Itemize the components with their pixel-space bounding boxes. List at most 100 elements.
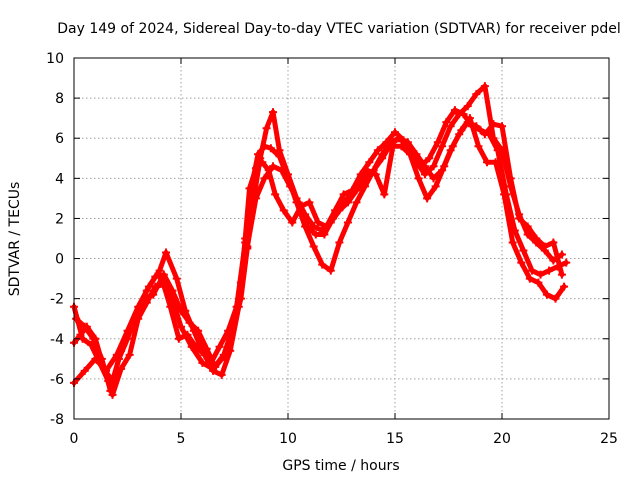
- data-point: [189, 326, 198, 335]
- data-point: [72, 314, 81, 323]
- data-point: [489, 120, 498, 129]
- data-point: [525, 274, 534, 283]
- data-point: [472, 90, 481, 99]
- data-point: [534, 278, 543, 287]
- y-tick-label: -4: [50, 332, 64, 348]
- data-point: [403, 138, 412, 147]
- data-point: [457, 126, 466, 135]
- data-point: [425, 154, 434, 163]
- data-point: [388, 142, 397, 151]
- data-point: [311, 230, 320, 239]
- data-point: [500, 190, 509, 199]
- data-point: [562, 258, 571, 267]
- data-point: [271, 190, 280, 199]
- data-point: [361, 182, 370, 191]
- data-point: [224, 326, 233, 335]
- data-point: [542, 290, 551, 299]
- data-point: [429, 174, 438, 183]
- y-tick-label: -2: [50, 292, 64, 308]
- x-tick-label: 15: [386, 431, 404, 447]
- data-point: [343, 218, 352, 227]
- data-point: [337, 202, 346, 211]
- data-point: [149, 290, 158, 299]
- data-point: [438, 142, 447, 151]
- x-tick-labels: 0 5 10 15 20 25: [70, 431, 618, 447]
- data-point: [545, 266, 554, 275]
- y-tick-label: -8: [50, 412, 64, 428]
- data-point: [450, 106, 459, 115]
- data-point: [260, 142, 269, 151]
- data-point: [166, 302, 175, 311]
- data-point: [108, 390, 117, 399]
- y-tick-label: 2: [55, 211, 64, 227]
- data-point: [405, 150, 414, 159]
- data-point: [309, 242, 318, 251]
- data-point: [183, 330, 192, 339]
- data-point: [391, 128, 399, 137]
- y-tick-labels: -8 -6 -4 -2 0 2 4 6 8 10: [46, 51, 64, 428]
- data-point: [106, 386, 115, 395]
- data-point: [354, 178, 363, 187]
- data-point: [523, 222, 532, 231]
- data-point: [234, 302, 243, 311]
- data-point: [551, 294, 560, 303]
- data-point: [397, 142, 406, 151]
- data-point: [277, 166, 286, 175]
- data-point: [420, 162, 429, 171]
- data-point: [262, 124, 271, 133]
- data-point: [429, 162, 438, 171]
- data-point: [318, 260, 327, 269]
- data-point: [132, 310, 141, 319]
- x-axis-label: GPS time / hours: [282, 458, 399, 474]
- series-track-4: [73, 115, 567, 394]
- data-point: [483, 158, 492, 167]
- data-point: [279, 206, 288, 215]
- data-point: [226, 346, 235, 355]
- data-point: [560, 282, 569, 291]
- data-point: [414, 174, 423, 183]
- data-point: [172, 274, 181, 283]
- data-point: [328, 214, 337, 223]
- data-point: [335, 238, 344, 247]
- data-point: [155, 266, 164, 275]
- data-point: [480, 82, 489, 91]
- data-point: [363, 166, 372, 175]
- data-point: [168, 286, 177, 295]
- data-point: [489, 134, 498, 143]
- y-tick-label: -6: [50, 372, 64, 388]
- data-point: [191, 342, 200, 351]
- y-tick-label: 8: [55, 91, 64, 107]
- data-point: [80, 322, 89, 331]
- data-point: [123, 334, 132, 343]
- plot-frame: [73, 57, 610, 420]
- data-point: [80, 366, 89, 375]
- data-point: [275, 152, 284, 161]
- data-point: [159, 270, 168, 279]
- data-point: [508, 238, 517, 247]
- data-point: [378, 150, 387, 159]
- x-tick-label: 25: [600, 431, 618, 447]
- data-point: [260, 174, 269, 183]
- data-point: [380, 190, 389, 199]
- data-point: [217, 370, 226, 379]
- data-point: [181, 306, 190, 315]
- data-point: [114, 354, 123, 363]
- axis-ticks: [73, 57, 610, 420]
- data-point: [498, 122, 506, 131]
- data-point: [465, 114, 474, 123]
- data-point: [540, 242, 549, 251]
- data-point: [200, 350, 209, 359]
- data-point: [266, 144, 275, 153]
- data-point: [288, 218, 297, 227]
- data-point: [532, 234, 541, 243]
- data-point: [294, 198, 303, 207]
- data-point: [140, 294, 149, 303]
- data-point: [125, 350, 134, 359]
- data-point: [247, 182, 256, 191]
- data-point: [97, 354, 106, 363]
- data-point: [395, 134, 404, 143]
- data-point: [243, 242, 252, 251]
- data-point: [320, 230, 329, 239]
- y-tick-label: 0: [55, 252, 64, 268]
